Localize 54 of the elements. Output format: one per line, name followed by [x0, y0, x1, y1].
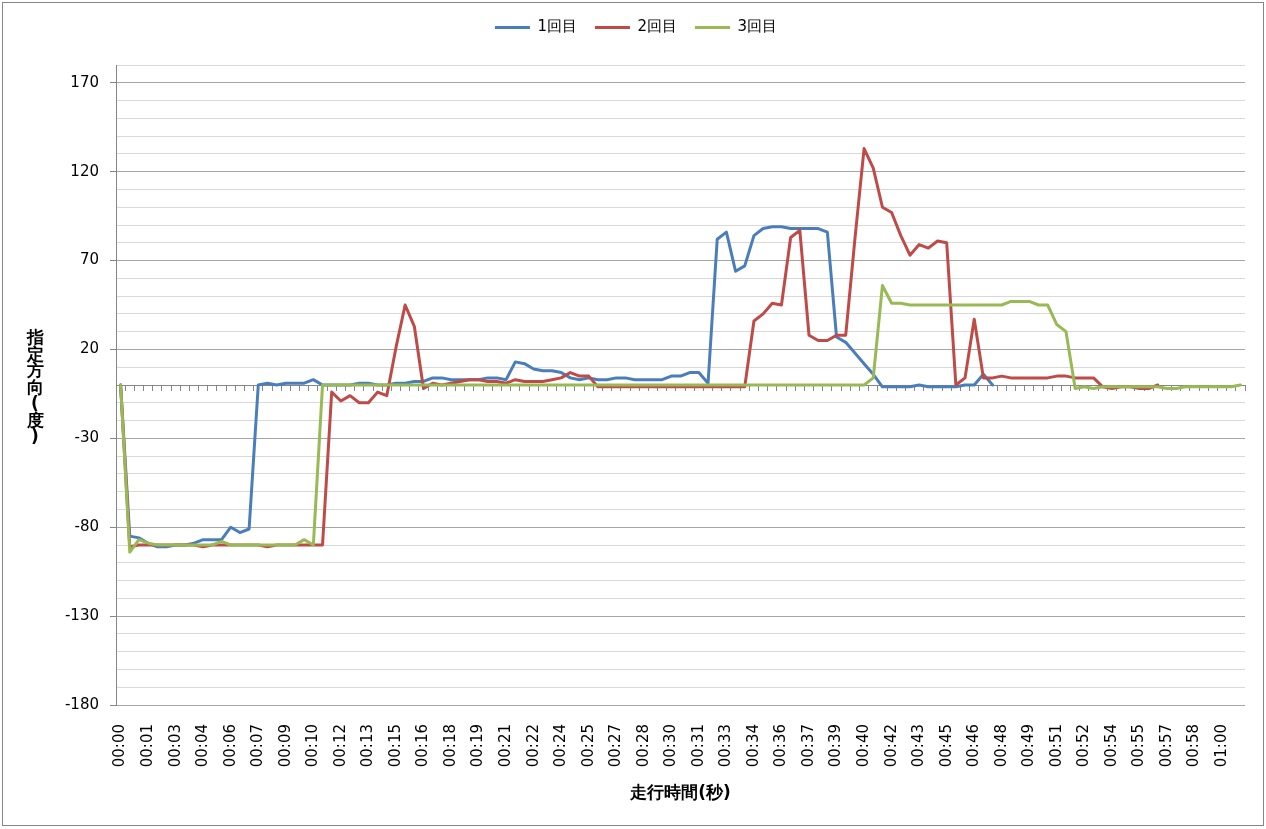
y-tick-label: -130: [64, 606, 99, 624]
legend-label: 3回目: [737, 17, 778, 36]
x-tick-label: 00:31: [688, 724, 707, 768]
x-tick-label: 00:06: [220, 724, 239, 768]
x-tick-label: 00:13: [358, 724, 377, 768]
x-tick-label: 00:34: [743, 724, 762, 768]
x-tick-label: 01:00: [1211, 724, 1230, 768]
y-tick-label: 170: [70, 72, 99, 91]
x-tick-label: 00:10: [303, 724, 322, 768]
x-tick-label: 00:00: [110, 724, 129, 768]
x-tick-label: 00:12: [330, 724, 349, 768]
x-tick-label: 00:40: [853, 724, 872, 768]
x-tick-label: 00:51: [1046, 724, 1065, 768]
y-tick-label: -180: [64, 694, 99, 713]
x-tick-label: 00:24: [551, 724, 570, 768]
x-tick-label: 00:25: [578, 724, 597, 768]
x-tick-label: 00:39: [826, 724, 845, 768]
x-tick-label: 00:54: [1101, 724, 1120, 768]
legend-label: 1回目: [537, 17, 577, 36]
x-tick-label: 00:22: [523, 724, 542, 768]
x-tick-label: 00:57: [1156, 724, 1175, 768]
x-tick-label: 00:30: [661, 724, 680, 768]
x-tick-label: 00:16: [413, 724, 432, 768]
x-tick-label: 00:27: [606, 724, 625, 768]
x-tick-label: 00:07: [248, 724, 267, 768]
x-tick-label: 00:28: [633, 724, 652, 768]
x-tick-label: 00:45: [936, 724, 955, 768]
y-axis-title: 指定方向(度): [26, 327, 44, 446]
x-tick-label: 00:33: [716, 724, 735, 768]
x-tick-label: 00:36: [771, 724, 790, 768]
x-tick-label: 00:52: [1074, 724, 1093, 768]
x-tick-label: 00:49: [1019, 724, 1038, 768]
x-tick-label: 00:03: [165, 724, 184, 768]
x-tick-label: 00:42: [881, 724, 900, 768]
legend-label: 2回目: [637, 17, 678, 36]
y-tick-label: 70: [79, 250, 99, 269]
x-tick-label: 00:19: [468, 724, 487, 768]
x-tick-label: 00:21: [495, 724, 514, 768]
x-tick-label: 00:37: [798, 724, 817, 768]
x-tick-label: 00:43: [909, 724, 928, 768]
y-tick-label: 20: [79, 339, 99, 358]
y-tick-label: 120: [70, 161, 99, 180]
y-tick-label: -30: [74, 428, 99, 447]
x-tick-label: 00:18: [440, 724, 459, 768]
x-tick-label: 00:58: [1184, 724, 1203, 768]
x-tick-label: 00:01: [138, 724, 157, 768]
x-tick-label: 00:46: [964, 724, 983, 768]
x-tick-label: 00:04: [193, 724, 212, 768]
x-tick-label: 00:15: [385, 724, 404, 768]
x-tick-label: 00:09: [275, 724, 294, 768]
x-tick-label: 00:55: [1129, 724, 1148, 768]
y-tick-label: -80: [74, 517, 99, 536]
x-tick-label: 00:48: [991, 724, 1010, 768]
x-axis-title: 走行時間(秒): [629, 782, 731, 803]
